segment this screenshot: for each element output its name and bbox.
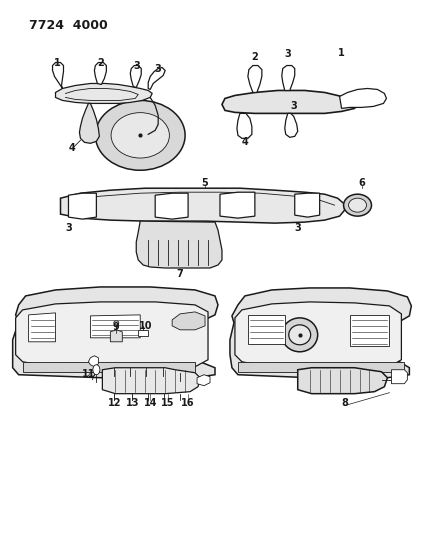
Text: 1: 1 — [54, 58, 61, 68]
PathPatch shape — [52, 62, 63, 88]
Text: 3: 3 — [65, 223, 72, 233]
Text: 11: 11 — [82, 369, 95, 379]
PathPatch shape — [285, 114, 298, 138]
Ellipse shape — [114, 321, 119, 325]
Text: 10: 10 — [139, 321, 152, 331]
PathPatch shape — [130, 66, 141, 87]
PathPatch shape — [79, 103, 100, 143]
Ellipse shape — [344, 194, 372, 216]
PathPatch shape — [148, 68, 165, 90]
Text: 2: 2 — [251, 52, 258, 61]
PathPatch shape — [60, 188, 344, 223]
Text: 2: 2 — [97, 58, 104, 68]
Text: 15: 15 — [161, 398, 175, 408]
Ellipse shape — [349, 198, 366, 212]
Text: 4: 4 — [242, 138, 248, 147]
PathPatch shape — [220, 192, 255, 218]
Text: 7724  4000: 7724 4000 — [29, 19, 107, 31]
Text: 16: 16 — [181, 398, 195, 408]
Text: 3: 3 — [294, 223, 301, 233]
Text: 6: 6 — [358, 178, 365, 188]
PathPatch shape — [29, 313, 55, 342]
PathPatch shape — [88, 356, 98, 367]
PathPatch shape — [282, 66, 295, 91]
PathPatch shape — [23, 362, 195, 372]
PathPatch shape — [237, 114, 252, 139]
PathPatch shape — [340, 88, 387, 108]
PathPatch shape — [91, 315, 140, 338]
Text: 14: 14 — [143, 398, 157, 408]
Text: 3: 3 — [290, 101, 297, 111]
Ellipse shape — [93, 365, 100, 375]
PathPatch shape — [238, 362, 405, 372]
PathPatch shape — [350, 315, 390, 346]
PathPatch shape — [110, 330, 122, 342]
PathPatch shape — [248, 315, 285, 344]
PathPatch shape — [197, 375, 210, 386]
PathPatch shape — [248, 66, 262, 92]
Text: 1: 1 — [338, 47, 345, 58]
PathPatch shape — [155, 193, 188, 219]
Text: 3: 3 — [155, 63, 162, 74]
Ellipse shape — [289, 325, 311, 345]
PathPatch shape — [69, 193, 97, 219]
PathPatch shape — [298, 368, 387, 394]
Ellipse shape — [282, 318, 317, 352]
Text: 13: 13 — [126, 398, 139, 408]
PathPatch shape — [94, 62, 106, 84]
Text: 5: 5 — [202, 178, 208, 188]
PathPatch shape — [230, 288, 411, 378]
Ellipse shape — [111, 112, 169, 158]
Text: 12: 12 — [108, 398, 121, 408]
Text: 8: 8 — [341, 398, 348, 408]
PathPatch shape — [222, 91, 357, 114]
PathPatch shape — [15, 302, 208, 370]
PathPatch shape — [103, 368, 200, 394]
PathPatch shape — [172, 312, 205, 330]
PathPatch shape — [235, 302, 402, 370]
PathPatch shape — [13, 287, 218, 378]
PathPatch shape — [138, 330, 148, 336]
Text: 7: 7 — [177, 269, 184, 279]
Text: 4: 4 — [69, 143, 76, 154]
PathPatch shape — [295, 193, 320, 217]
Text: 3: 3 — [284, 49, 291, 59]
Ellipse shape — [95, 100, 185, 170]
PathPatch shape — [136, 221, 222, 268]
Text: 9: 9 — [113, 322, 120, 332]
Text: 3: 3 — [133, 61, 139, 70]
PathPatch shape — [391, 370, 408, 384]
PathPatch shape — [55, 84, 152, 103]
